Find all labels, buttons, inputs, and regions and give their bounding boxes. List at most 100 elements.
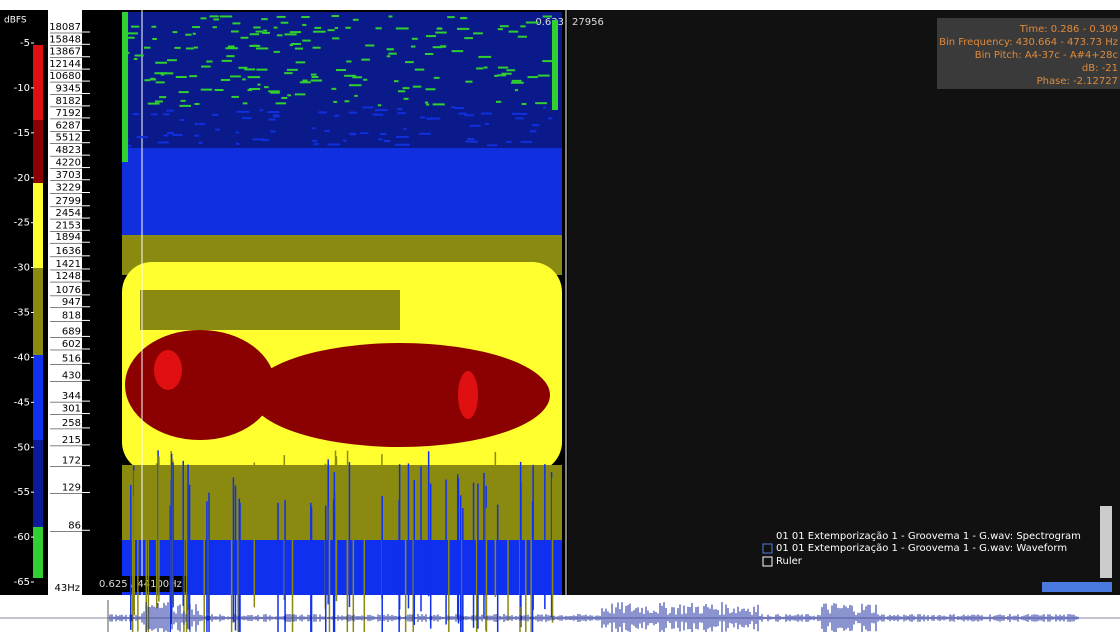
spec-noise: [543, 15, 552, 17]
spec-noise: [470, 125, 481, 127]
spec-noise: [313, 47, 321, 49]
spec-noise: [496, 101, 501, 103]
spec-noise: [509, 31, 519, 33]
spec-stripe: [497, 505, 499, 632]
spec-noise: [156, 81, 165, 83]
info-phase: Phase: -2.12727: [1037, 76, 1118, 87]
spec-noise: [526, 22, 539, 24]
spec-noise: [295, 93, 306, 95]
spec-stripe: [483, 473, 485, 618]
spec-noise: [268, 90, 280, 92]
spec-stripe: [399, 464, 401, 609]
spec-stripe: [336, 456, 338, 601]
spec-stripe: [405, 506, 407, 632]
spec-noise: [543, 107, 546, 109]
spec-blob: [250, 343, 550, 447]
spec-stripe: [462, 508, 464, 632]
spec-noise: [148, 103, 160, 105]
spec-stripe: [530, 490, 532, 632]
spec-noise: [167, 59, 177, 61]
spec-noise: [388, 15, 392, 17]
spec-noise: [276, 102, 286, 104]
spec-noise: [144, 79, 150, 81]
spec-noise: [420, 116, 425, 118]
spec-stripe: [206, 501, 208, 632]
spec-stripe: [486, 508, 488, 632]
spec-noise: [232, 22, 240, 24]
spec-stripe: [445, 480, 447, 625]
spec-noise: [281, 22, 289, 24]
spec-noise: [133, 113, 139, 115]
spec-noise: [277, 34, 283, 36]
db-label: -60: [14, 532, 30, 543]
spec-peak: [154, 350, 182, 390]
spec-noise: [433, 46, 442, 48]
spec-stripe: [172, 462, 174, 607]
spec-stripe: [347, 451, 349, 596]
layer-name[interactable]: Ruler: [776, 556, 803, 567]
spec-noise: [512, 113, 522, 115]
scrollbar[interactable]: [1100, 506, 1112, 578]
spec-stripe: [364, 503, 366, 632]
db-label: -55: [14, 487, 30, 498]
spec-noise: [429, 118, 441, 120]
spec-noise: [314, 27, 321, 29]
spec-stripe: [208, 493, 210, 632]
spec-noise: [136, 136, 147, 138]
spec-noise: [167, 132, 174, 134]
spec-stripe: [495, 452, 497, 597]
db-label: -15: [14, 128, 30, 139]
spec-noise: [290, 31, 301, 33]
spec-noise: [500, 25, 509, 27]
spec-noise: [215, 89, 224, 91]
spec-noise: [363, 79, 367, 81]
spec-stripe: [381, 496, 383, 632]
freq-label: 516: [62, 353, 81, 364]
frame: 27956: [572, 17, 604, 28]
spec-noise: [412, 38, 418, 40]
spec-noise: [201, 17, 207, 19]
freq-label: 1894: [56, 232, 81, 243]
freq-bottom: 43Hz: [55, 583, 81, 594]
spec-noise: [452, 50, 464, 52]
spec-noise: [312, 76, 319, 78]
spec-edge: [552, 20, 558, 110]
freq-label: 13867: [49, 47, 81, 58]
spec-noise: [311, 74, 317, 76]
spec-noise: [213, 18, 219, 20]
spec-stripe: [552, 478, 554, 623]
spec-noise: [295, 48, 303, 50]
spec-noise: [464, 114, 474, 116]
spec-noise: [413, 86, 421, 88]
spec-noise: [135, 55, 144, 57]
spec-noise: [344, 100, 349, 102]
spec-noise: [548, 117, 552, 119]
freq-label: 172: [62, 456, 81, 467]
spec-noise: [194, 135, 199, 137]
freq-label: 430: [62, 370, 81, 381]
spec-noise: [231, 96, 238, 98]
spec-noise: [192, 26, 200, 28]
spec-noise: [281, 97, 287, 99]
color-darkblue: [33, 440, 43, 527]
layer-name[interactable]: 01 01 Extemporização 1 - Groovema 1 - G.…: [776, 543, 1067, 554]
spec-stripe: [156, 463, 158, 608]
spec-noise: [172, 134, 182, 136]
spec-noise: [243, 102, 248, 104]
spec-noise: [220, 15, 232, 17]
layer-name[interactable]: 01 01 Extemporização 1 - Groovema 1 - G.…: [776, 531, 1081, 542]
spec-noise: [522, 103, 527, 105]
db-label: -45: [14, 397, 30, 408]
spec-stripe: [507, 476, 509, 621]
spec-stripe: [187, 465, 189, 610]
spec-noise: [270, 130, 275, 132]
spec-noise: [134, 58, 138, 60]
freq-label: 689: [62, 326, 81, 337]
spec-noise: [256, 69, 267, 71]
spec-noise: [542, 60, 553, 62]
spec-band-top: [122, 12, 562, 152]
spec-noise: [484, 67, 488, 69]
zoom-control[interactable]: [1042, 582, 1112, 592]
spec-stripe: [532, 465, 534, 610]
spec-noise: [478, 56, 491, 58]
